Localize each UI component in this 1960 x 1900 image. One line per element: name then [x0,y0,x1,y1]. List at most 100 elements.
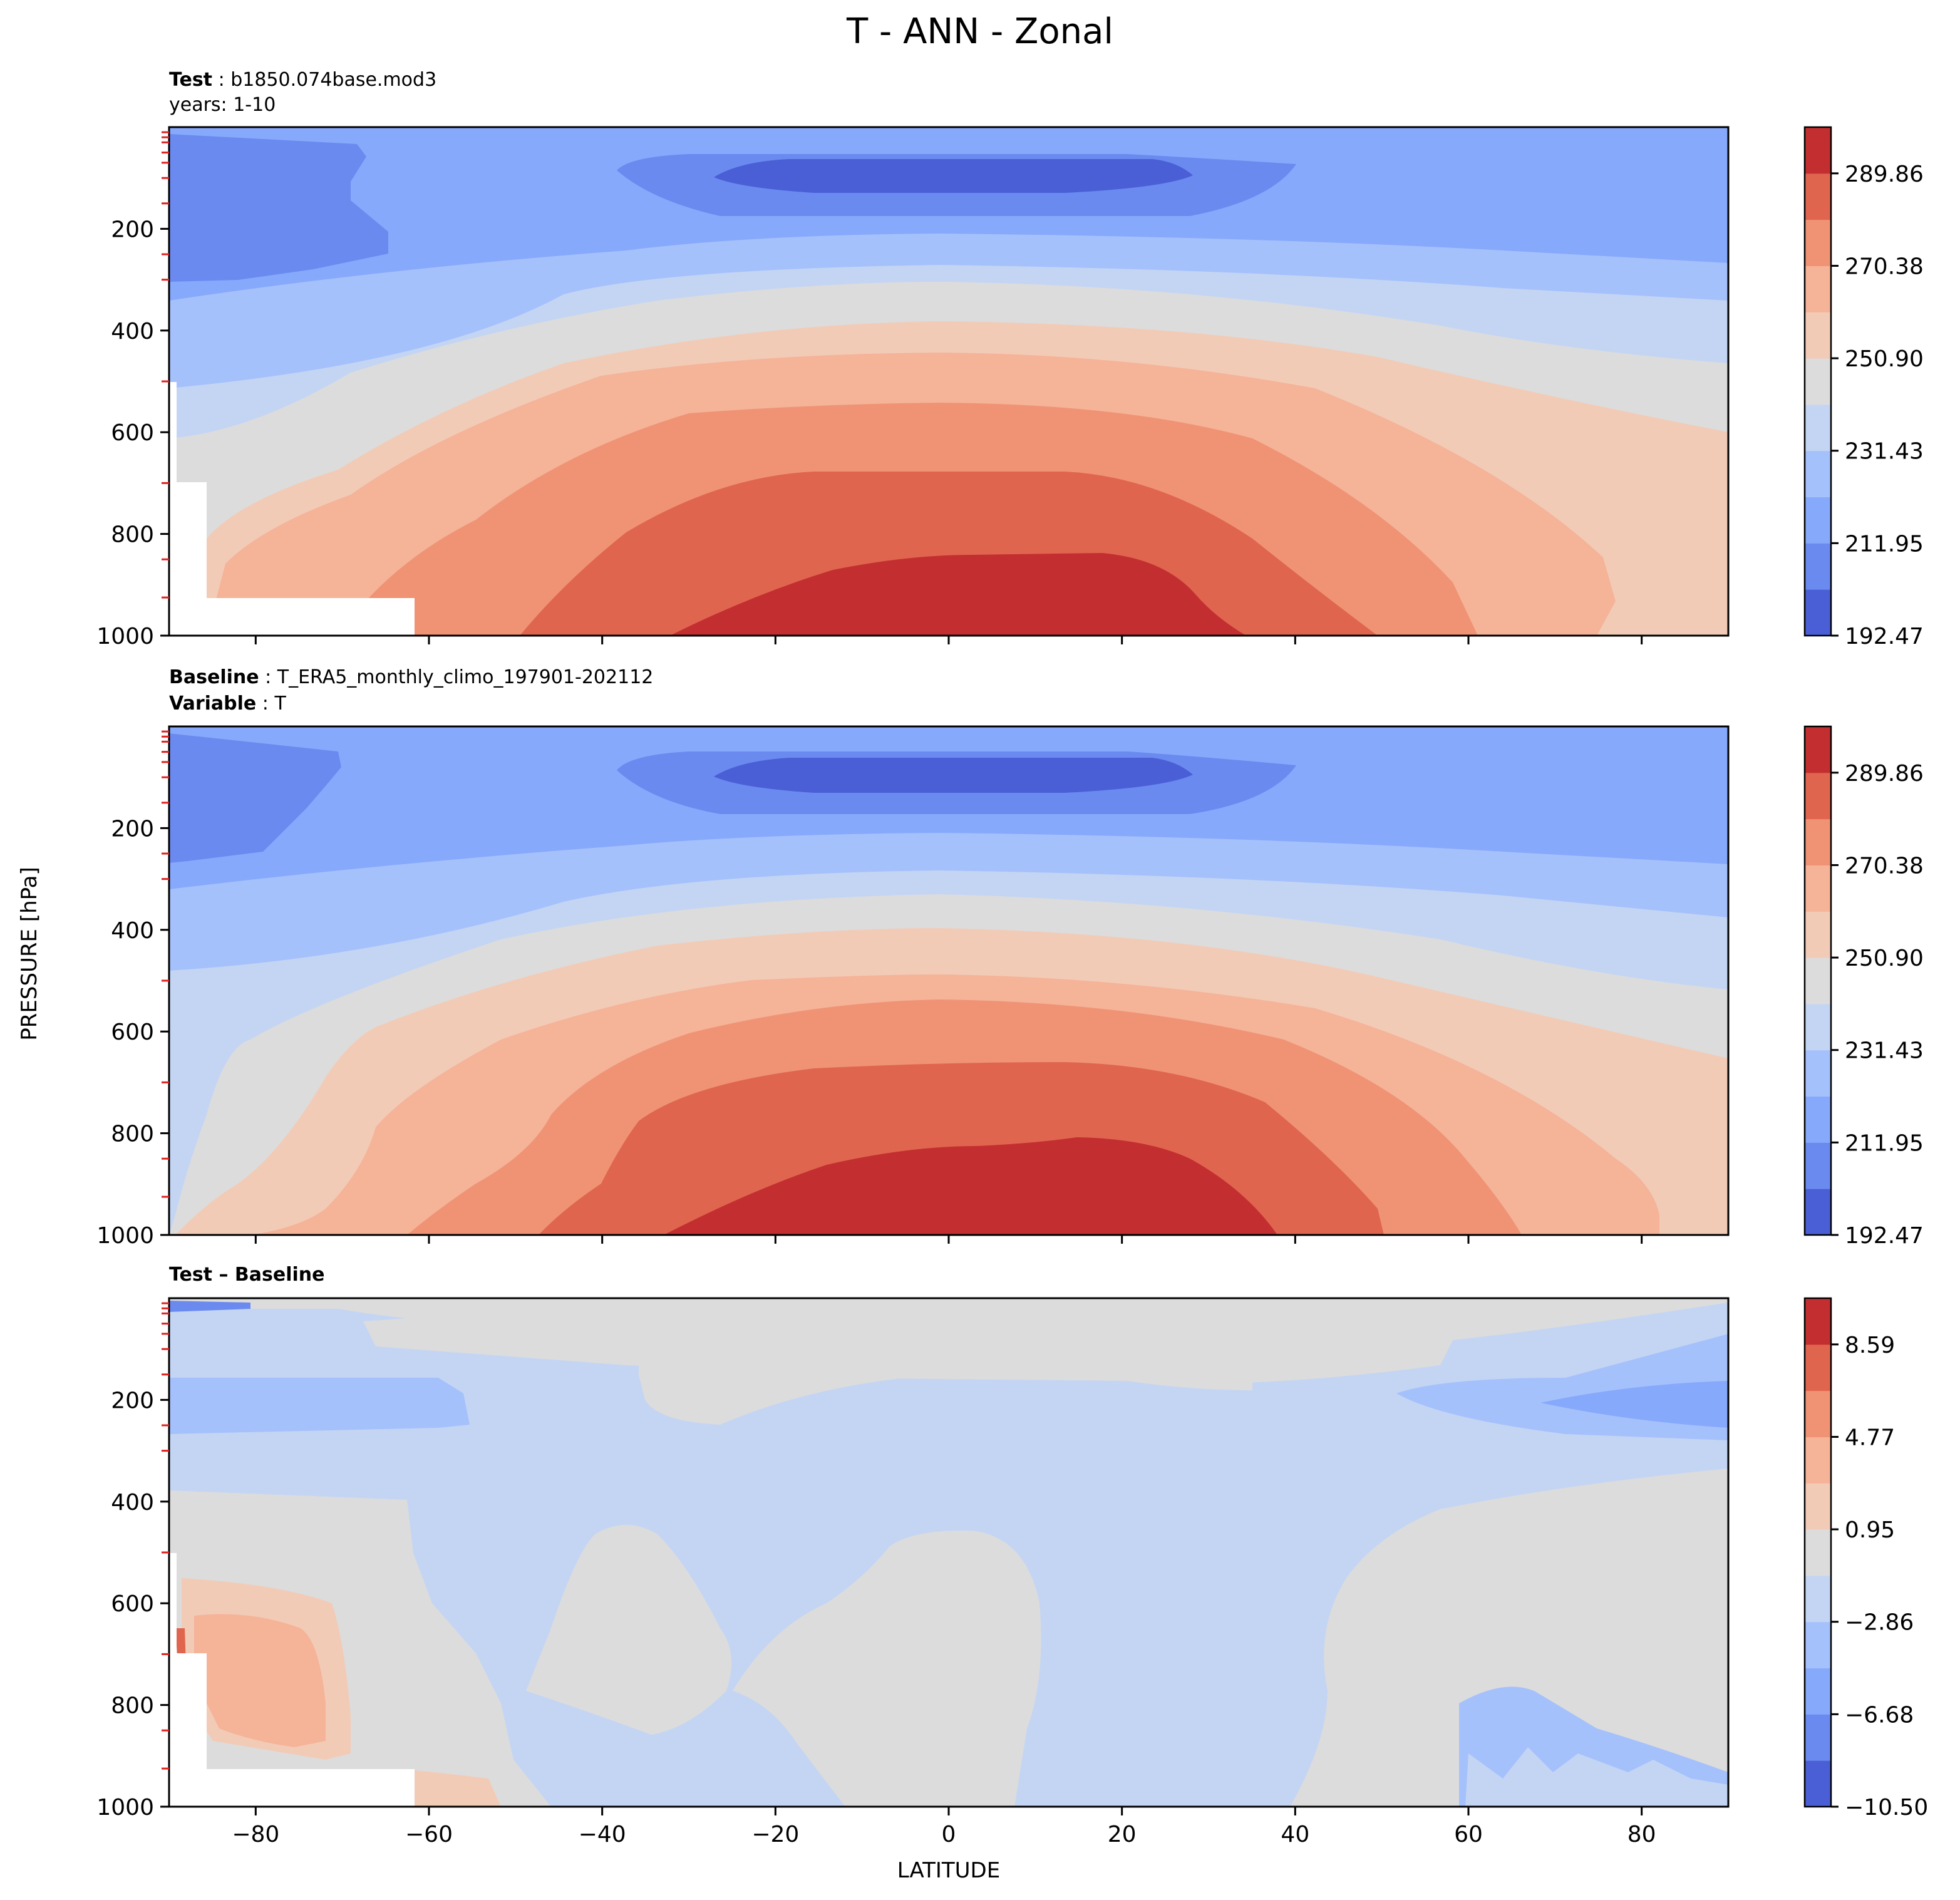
colorbar-segment [1805,1189,1831,1236]
y-tick-label: 800 [111,522,154,548]
diff-colorbar: −10.50 −6.68 −2.86 0.95 4.77 8.59 [1803,1297,1928,1820]
contour-band [1465,1747,1728,1807]
colorbar-segment [1805,266,1831,312]
x-tick-label: 60 [1454,1822,1483,1847]
contour-band [1290,1469,1728,1807]
y-tick-label: 1000 [96,1795,154,1820]
x-tick-label: 40 [1281,1822,1309,1847]
colorbar-segment [1805,1344,1831,1391]
y-tick-label: 600 [111,1591,154,1617]
colorbar-segment [1805,1298,1831,1345]
colorbar-segment [1805,1096,1831,1143]
colorbar-tick-label: 231.43 [1845,1038,1924,1064]
colorbar-segment [1805,1483,1831,1530]
missing-region [169,382,415,636]
missing-region [169,1553,415,1807]
colorbar-segment [1805,173,1831,220]
colorbar-frame [1803,1297,1832,1808]
y-tick-label: 1000 [96,624,154,649]
colorbar-tick-label: 289.86 [1845,761,1924,787]
colorbar-segment [1805,818,1831,865]
colorbar-frame [1803,126,1832,637]
y-tick-label: 200 [111,1388,154,1413]
colorbar-tick-label: 289.86 [1845,162,1924,187]
colorbar-segment [1805,312,1831,359]
variable-label: Variable : T [169,693,286,715]
test-key: Test [169,69,213,91]
colorbar-tick-label: −10.50 [1845,1795,1928,1820]
colorbar-segment [1805,1437,1831,1484]
x-tick-label: −20 [751,1822,799,1847]
test-panel-axes: 200 400 600 800 1000 [96,131,1643,649]
baseline-key: Baseline [169,666,259,688]
y-tick-label: 800 [111,1693,154,1719]
baseline-value: T_ERA5_monthly_climo_197901-202112 [277,666,654,688]
colorbar-segment [1805,772,1831,820]
colorbar-tick-label: 0.95 [1845,1517,1895,1543]
contour-band [714,159,1193,193]
test-label: Test : b1850.074base.mod3 [169,69,437,91]
contour-band [169,733,341,863]
y-tick-label: 400 [111,1490,154,1515]
contour-band [194,1614,326,1747]
y-tick-label: 800 [111,1122,154,1147]
contour-band [169,134,388,282]
colorbar-tick-label: 4.77 [1845,1425,1895,1450]
x-tick-label: −60 [405,1822,453,1847]
contour-band [388,1769,501,1807]
diff-panel-axes: 200 400 600 800 1000 −80 −60 −40 −20 0 20 40 60 80 [96,1302,1656,1847]
test-value: b1850.074base.mod3 [230,69,437,91]
colorbar-tick-label: 250.90 [1845,946,1924,971]
colorbar-segment [1805,1003,1831,1051]
contour-band [664,1137,1277,1235]
test-colorbar: 192.47 211.95 231.43 250.90 270.38 289.86 [1803,126,1924,649]
y-tick-label: 600 [111,1020,154,1045]
contour-band [639,1375,939,1425]
colorbar-segment [1805,1390,1831,1437]
colorbar-segment [1805,404,1831,452]
colorbar-segment [1805,1575,1831,1623]
y-tick-label: 200 [111,217,154,242]
variable-value: T [274,693,286,715]
colorbar-segment [1805,127,1831,174]
contour-band [169,1378,470,1434]
colorbar-segment [1805,865,1831,912]
y-tick-label: 400 [111,918,154,944]
colorbar-segment [1805,911,1831,958]
y-tick-label: 400 [111,319,154,344]
contour-band [733,1531,1041,1807]
colorbar-segment [1805,1714,1831,1761]
colorbar-segment [1805,450,1831,498]
colorbar-tick-label: 211.95 [1845,531,1924,557]
x-tick-label: −40 [579,1822,626,1847]
y-tick-label: 200 [111,816,154,842]
colorbar-tick-label: 192.47 [1845,624,1924,649]
contour-band [639,1315,1252,1390]
y-axis-label: PRESSURE [hPa] [17,867,42,1040]
colorbar-tick-label: 270.38 [1845,853,1924,879]
y-tick-label: 1000 [96,1223,154,1249]
x-tick-label: 20 [1108,1822,1137,1847]
colorbar-tick-label: 192.47 [1845,1223,1924,1249]
colorbar-frame [1803,725,1832,1236]
colorbar-tick-label: −2.86 [1845,1610,1914,1636]
baseline-label: Baseline : T_ERA5_monthly_climo_197901-2… [169,666,654,688]
variable-key: Variable [169,693,257,715]
baseline-panel-plot [169,726,1728,1235]
colorbar-tick-label: 8.59 [1845,1333,1895,1358]
x-tick-label: 80 [1627,1822,1656,1847]
diff-label-text: Test – Baseline [169,1264,325,1286]
colorbar-segment [1805,958,1831,1004]
colorbar-segment [1805,497,1831,544]
colorbar-segment [1805,1142,1831,1189]
colorbar-tick-label: −6.68 [1845,1702,1914,1728]
colorbar-segment [1805,1760,1831,1807]
colorbar-segment [1805,726,1831,773]
colorbar-segment [1805,543,1831,590]
test-panel-plot [169,127,1728,636]
colorbar-segment [1805,589,1831,636]
colorbar-segment [1805,358,1831,405]
test-years: years: 1-10 [169,94,276,116]
figure-title: T - ANN - Zonal [847,11,1113,52]
